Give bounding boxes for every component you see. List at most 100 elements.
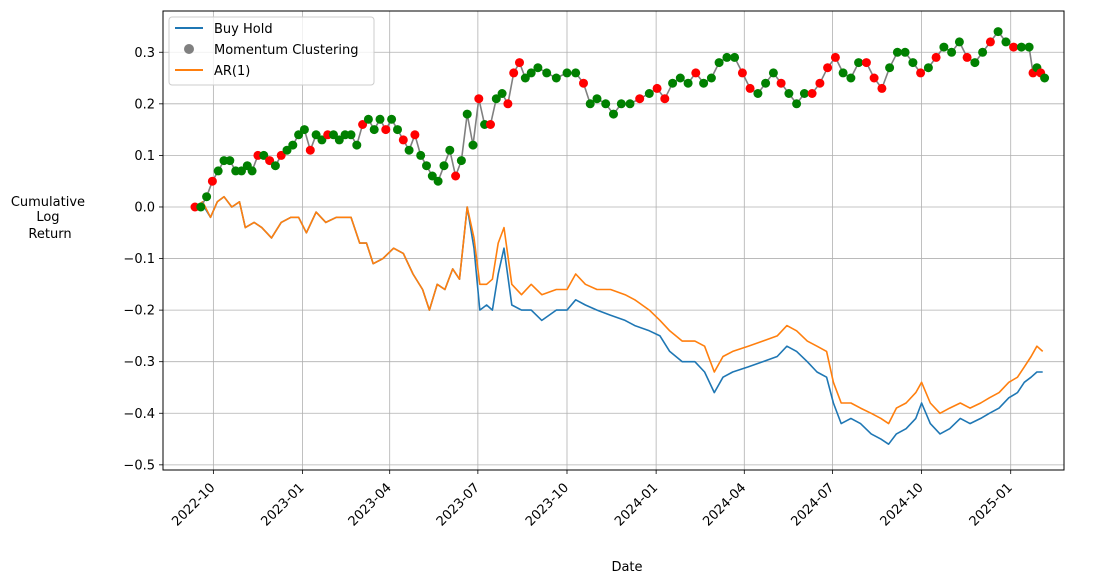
data-point-momentum-clustering: [745, 83, 755, 93]
data-point-momentum-clustering: [329, 130, 338, 140]
y-tick-label: 0.0: [134, 200, 155, 215]
data-point-momentum-clustering: [753, 89, 763, 98]
data-point-momentum-clustering: [691, 68, 701, 78]
data-point-momentum-clustering: [737, 68, 747, 78]
plot-frame: [162, 10, 1065, 471]
data-point-momentum-clustering: [592, 94, 602, 104]
data-point-momentum-clustering: [660, 94, 670, 104]
data-point-momentum-clustering: [358, 120, 368, 129]
data-point-momentum-clustering: [542, 68, 552, 78]
data-point-momentum-clustering: [445, 145, 455, 155]
data-point-momentum-clustering: [768, 68, 778, 78]
data-point-momentum-clustering: [520, 73, 530, 83]
data-point-momentum-clustering: [993, 27, 1003, 37]
data-point-momentum-clustering: [247, 166, 257, 176]
data-point-momentum-clustering: [931, 52, 941, 62]
data-point-momentum-clustering: [491, 94, 501, 104]
data-point-momentum-clustering: [838, 68, 848, 78]
data-point-momentum-clustering: [276, 150, 286, 160]
data-point-momentum-clustering: [970, 58, 980, 68]
data-point-momentum-clustering: [562, 68, 572, 78]
data-point-momentum-clustering: [616, 99, 626, 109]
y-tick-label: −0.3: [123, 355, 155, 370]
legend-label: AR(1): [214, 64, 250, 79]
data-point-momentum-clustering: [854, 58, 864, 68]
data-point-momentum-clustering: [462, 109, 472, 119]
data-point-momentum-clustering: [1001, 37, 1011, 47]
data-point-momentum-clustering: [761, 78, 771, 88]
data-point-momentum-clustering: [265, 156, 275, 166]
data-point-momentum-clustering: [259, 150, 269, 160]
data-point-momentum-clustering: [369, 125, 379, 135]
data-point-momentum-clustering: [644, 89, 654, 98]
data-point-momentum-clustering: [714, 58, 724, 68]
data-point-momentum-clustering: [985, 37, 995, 47]
y-tick-label: 0.1: [134, 149, 155, 164]
y-axis-label-line: Return: [28, 227, 71, 242]
series-line-ar-1: [194, 195, 1044, 425]
data-point-momentum-clustering: [213, 166, 223, 176]
y-tick-label: 0.3: [134, 46, 155, 61]
data-point-momentum-clustering: [270, 161, 280, 171]
data-point-momentum-clustering: [823, 63, 833, 73]
data-point-momentum-clustering: [393, 125, 402, 135]
data-point-momentum-clustering: [427, 171, 437, 181]
data-point-momentum-clustering: [1009, 42, 1019, 52]
data-point-momentum-clustering: [861, 58, 871, 68]
y-tick-label: −0.1: [123, 252, 155, 267]
data-point-momentum-clustering: [675, 73, 685, 83]
legend-box: [168, 16, 375, 86]
data-point-momentum-clustering: [503, 99, 513, 109]
y-axis-label-line: Cumulative: [11, 195, 85, 210]
data-point-momentum-clustering: [404, 145, 414, 155]
data-point-momentum-clustering: [375, 114, 385, 124]
data-point-momentum-clustering: [299, 125, 309, 135]
data-point-momentum-clustering: [722, 52, 732, 62]
legend-label: Momentum Clustering: [214, 43, 358, 58]
data-point-momentum-clustering: [202, 192, 212, 202]
data-point-momentum-clustering: [939, 42, 949, 52]
data-point-momentum-clustering: [730, 52, 740, 62]
data-point-momentum-clustering: [196, 202, 206, 212]
data-point-momentum-clustering: [352, 140, 362, 150]
data-point-momentum-clustering: [486, 120, 495, 129]
legend: Buy Hold Momentum Clustering AR(1): [168, 16, 375, 86]
data-point-momentum-clustering: [468, 140, 478, 150]
data-point-momentum-clustering: [978, 47, 988, 57]
data-point-momentum-clustering: [776, 78, 786, 88]
data-point-momentum-clustering: [908, 58, 918, 68]
data-point-momentum-clustering: [237, 166, 246, 176]
data-point-momentum-clustering: [416, 150, 426, 160]
data-point-momentum-clustering: [288, 140, 298, 150]
data-point-momentum-clustering: [334, 135, 344, 145]
grid: [163, 11, 1064, 470]
data-point-momentum-clustering: [900, 47, 910, 57]
data-point-momentum-clustering: [526, 68, 536, 78]
data-point-momentum-clustering: [706, 73, 716, 83]
data-point-momentum-clustering: [635, 94, 645, 104]
data-point-momentum-clustering: [387, 114, 397, 124]
data-point-momentum-clustering: [398, 135, 408, 145]
legend-label: Buy Hold: [214, 22, 273, 37]
data-point-momentum-clustering: [225, 156, 235, 166]
data-point-momentum-clustering: [784, 89, 794, 98]
data-point-momentum-clustering: [579, 78, 588, 88]
y-axis-label: Cumulative Log Return: [11, 195, 89, 242]
data-point-momentum-clustering: [668, 78, 678, 88]
data-point-momentum-clustering: [439, 161, 449, 171]
y-tick-label: −0.2: [123, 304, 155, 319]
data-point-momentum-clustering: [916, 68, 926, 78]
data-point-momentum-clustering: [846, 73, 856, 83]
data-point-momentum-clustering: [699, 78, 709, 88]
data-point-momentum-clustering: [346, 130, 356, 140]
y-tick-label: −0.4: [123, 407, 155, 422]
data-point-momentum-clustering: [885, 63, 895, 73]
data-point-momentum-clustering: [923, 63, 933, 73]
data-point-momentum-clustering: [410, 130, 420, 140]
y-tick-label: 0.2: [134, 97, 155, 112]
data-point-momentum-clustering: [381, 125, 391, 135]
data-point-momentum-clustering: [947, 47, 957, 57]
data-point-momentum-clustering: [1040, 73, 1050, 83]
series-layer: [190, 27, 1050, 446]
